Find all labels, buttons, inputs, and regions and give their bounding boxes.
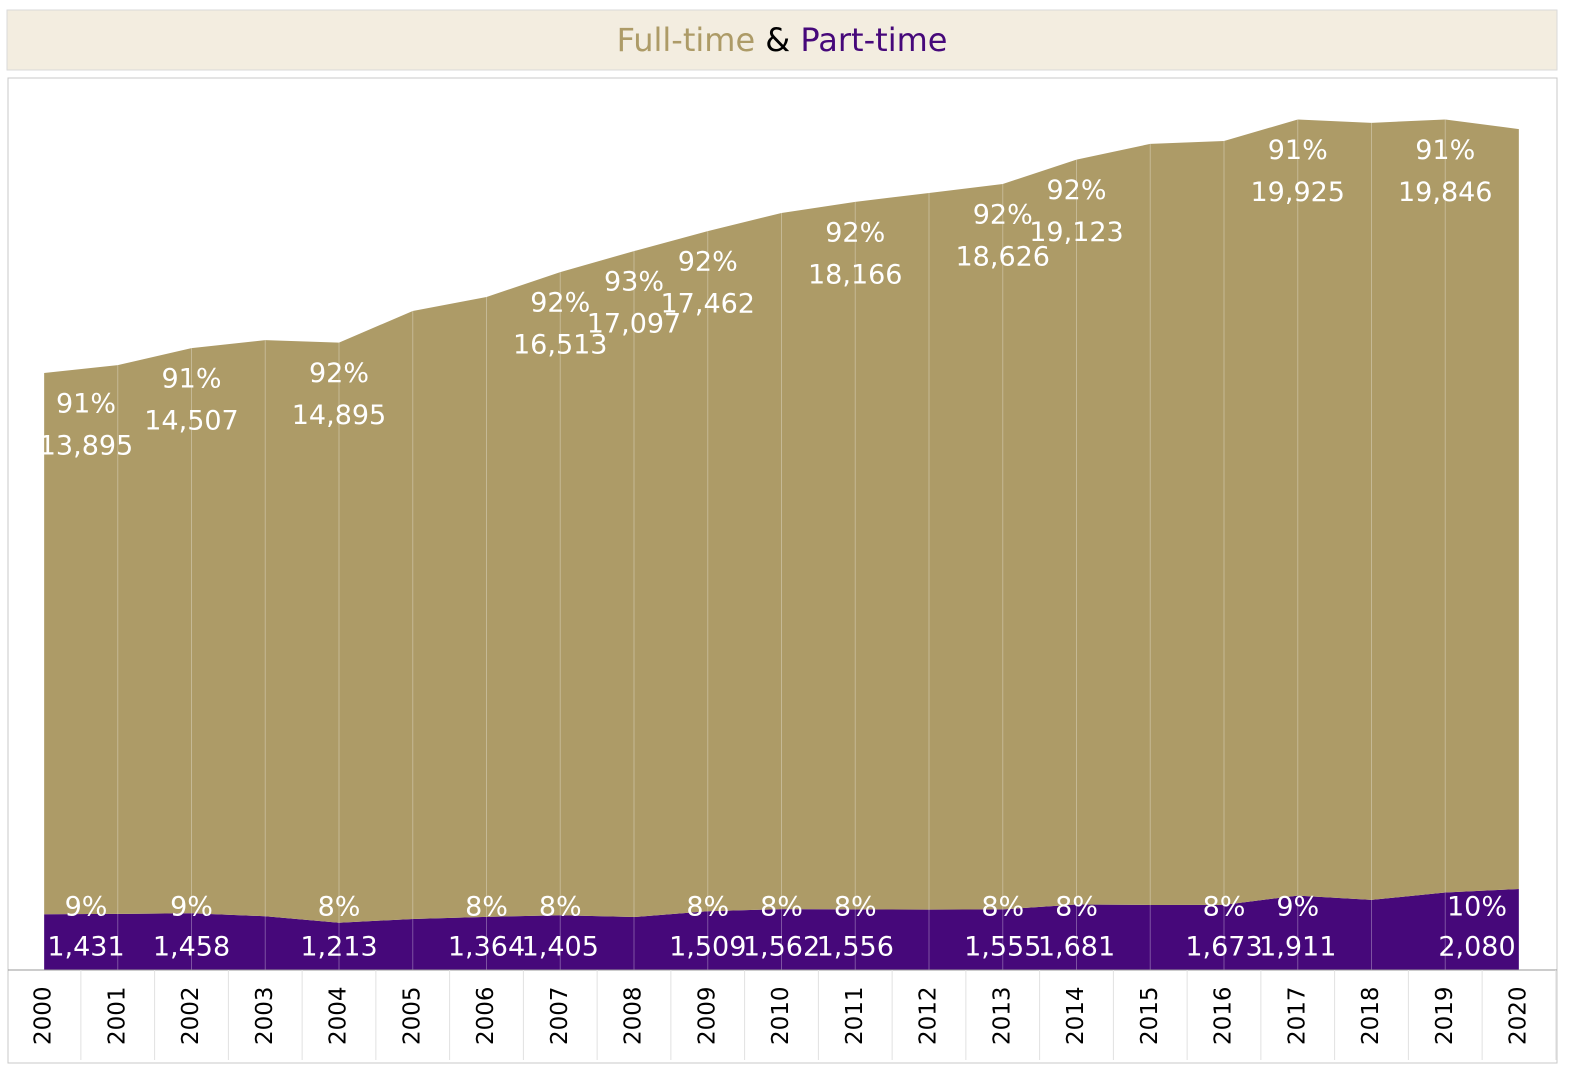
x-tick-label: 2000 bbox=[31, 986, 57, 1045]
share-label: 91% bbox=[1415, 135, 1475, 166]
share-label: 8% bbox=[465, 892, 508, 923]
x-tick-label: 2015 bbox=[1137, 986, 1163, 1045]
value-label: 1,562 bbox=[743, 932, 820, 963]
value-label: 18,166 bbox=[808, 259, 902, 290]
x-tick-label: 2018 bbox=[1358, 986, 1384, 1045]
x-tick-label: 2005 bbox=[399, 986, 425, 1045]
value-label: 1,673 bbox=[1185, 932, 1262, 963]
value-label: 2,080 bbox=[1438, 932, 1515, 963]
value-label: 18,626 bbox=[956, 241, 1050, 272]
area bbox=[44, 119, 1519, 923]
x-tick-label: 2016 bbox=[1211, 986, 1237, 1045]
x-tick-label: 2012 bbox=[916, 986, 942, 1045]
x-tick-label: 2007 bbox=[547, 986, 573, 1045]
plot-frame bbox=[7, 77, 1558, 1064]
share-label: 92% bbox=[530, 288, 590, 319]
x-tick-label: 2001 bbox=[104, 986, 130, 1045]
share-label: 93% bbox=[604, 267, 664, 298]
title-full-time: Full-time bbox=[617, 21, 766, 59]
share-label: 9% bbox=[170, 892, 213, 923]
share-label: 9% bbox=[65, 892, 108, 923]
chart-title: Full-time & Part-time bbox=[617, 21, 948, 59]
share-label: 9% bbox=[1276, 892, 1319, 923]
x-tick-label: 2003 bbox=[252, 986, 278, 1045]
x-tick-label: 2014 bbox=[1063, 986, 1089, 1045]
x-tick-label: 2004 bbox=[326, 986, 352, 1045]
share-label: 8% bbox=[1203, 892, 1246, 923]
value-label: 1,213 bbox=[300, 932, 377, 963]
share-label: 91% bbox=[56, 389, 116, 420]
share-label: 92% bbox=[973, 199, 1033, 230]
x-tick-label: 2020 bbox=[1506, 986, 1532, 1045]
x-tick-label: 2013 bbox=[989, 986, 1015, 1045]
value-label: 14,507 bbox=[144, 406, 238, 437]
value-label: 1,911 bbox=[1259, 932, 1336, 963]
value-label: 13,895 bbox=[39, 431, 133, 462]
title-banner bbox=[6, 9, 1558, 71]
value-label: 1,405 bbox=[522, 932, 599, 963]
value-label: 1,555 bbox=[964, 932, 1041, 963]
x-tick-label: 2010 bbox=[768, 986, 794, 1045]
value-label: 17,462 bbox=[661, 289, 755, 320]
share-label: 92% bbox=[1046, 175, 1106, 206]
value-label: 14,895 bbox=[292, 400, 386, 431]
value-label: 16,513 bbox=[513, 330, 607, 361]
value-label: 1,431 bbox=[47, 932, 124, 963]
share-label: 91% bbox=[1268, 135, 1328, 166]
x-tick-label: 2008 bbox=[621, 986, 647, 1045]
share-label: 8% bbox=[760, 892, 803, 923]
title-part-time: Part-time bbox=[800, 21, 947, 59]
value-label: 1,681 bbox=[1038, 932, 1115, 963]
x-tick-label: 2011 bbox=[842, 986, 868, 1045]
share-label: 8% bbox=[981, 892, 1024, 923]
area bbox=[44, 888, 1519, 970]
x-tick-label: 2019 bbox=[1432, 986, 1458, 1045]
value-label: 1,364 bbox=[448, 932, 525, 963]
share-label: 8% bbox=[1055, 892, 1098, 923]
share-label: 8% bbox=[539, 892, 582, 923]
share-label: 92% bbox=[678, 247, 738, 278]
share-label: 10% bbox=[1447, 892, 1507, 923]
x-tick-label: 2017 bbox=[1284, 986, 1310, 1045]
x-tick-label: 2009 bbox=[694, 986, 720, 1045]
share-label: 91% bbox=[161, 364, 221, 395]
x-tick-label: 2006 bbox=[473, 986, 499, 1045]
title-joiner: & bbox=[765, 21, 790, 59]
share-label: 92% bbox=[309, 358, 369, 389]
value-label: 19,925 bbox=[1251, 177, 1345, 208]
share-label: 8% bbox=[834, 892, 877, 923]
share-label: 8% bbox=[686, 892, 729, 923]
value-label: 1,556 bbox=[817, 932, 894, 963]
share-label: 8% bbox=[318, 892, 361, 923]
value-label: 1,509 bbox=[669, 932, 746, 963]
value-label: 17,097 bbox=[587, 309, 681, 340]
value-label: 19,846 bbox=[1398, 177, 1492, 208]
share-label: 92% bbox=[825, 217, 885, 248]
value-label: 19,123 bbox=[1029, 217, 1123, 248]
value-label: 1,458 bbox=[153, 932, 230, 963]
x-tick-label: 2002 bbox=[178, 986, 204, 1045]
